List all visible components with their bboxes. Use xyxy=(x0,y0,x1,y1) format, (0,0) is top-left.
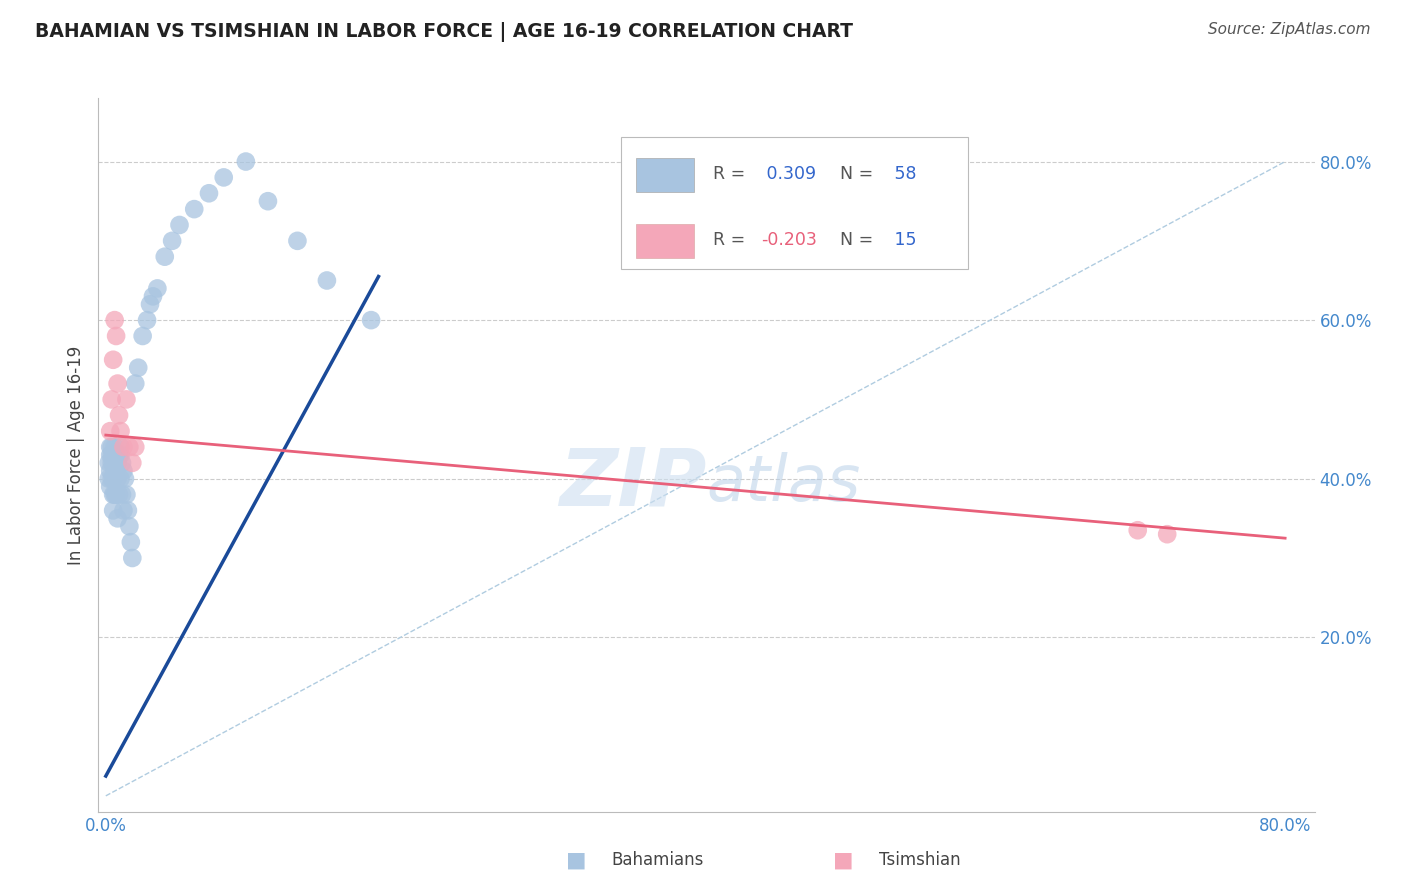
FancyBboxPatch shape xyxy=(636,158,695,192)
Point xyxy=(97,472,120,486)
Point xyxy=(110,448,132,462)
Point xyxy=(100,456,122,470)
Point xyxy=(111,487,134,501)
Point xyxy=(101,472,124,486)
FancyBboxPatch shape xyxy=(636,224,695,258)
Text: Bahamians: Bahamians xyxy=(612,851,704,869)
Text: atlas: atlas xyxy=(707,452,860,515)
Point xyxy=(97,456,120,470)
Point xyxy=(183,202,205,216)
Point xyxy=(118,440,141,454)
Point xyxy=(100,448,122,462)
Point xyxy=(105,329,128,343)
Point xyxy=(124,440,146,454)
Point xyxy=(160,234,183,248)
Point xyxy=(1126,523,1149,537)
Point xyxy=(169,218,191,232)
Point xyxy=(104,464,127,478)
Point xyxy=(105,448,128,462)
FancyBboxPatch shape xyxy=(621,137,967,269)
Point xyxy=(146,281,169,295)
Point xyxy=(98,448,121,462)
Point xyxy=(114,472,136,486)
Text: -0.203: -0.203 xyxy=(761,231,817,250)
Point xyxy=(100,392,122,407)
Point xyxy=(101,487,124,501)
Point xyxy=(100,472,122,486)
Text: R =: R = xyxy=(713,231,745,250)
Point xyxy=(107,376,129,391)
Point xyxy=(235,154,257,169)
Text: N =: N = xyxy=(841,231,873,250)
Point xyxy=(115,487,138,501)
Point xyxy=(98,464,121,478)
Point xyxy=(104,487,127,501)
Point xyxy=(104,313,127,327)
Point xyxy=(153,250,176,264)
Text: 15: 15 xyxy=(889,231,917,250)
Point xyxy=(121,551,143,566)
Point xyxy=(121,456,143,470)
Text: Tsimshian: Tsimshian xyxy=(879,851,960,869)
Point xyxy=(104,440,127,454)
Point xyxy=(101,352,124,367)
Point xyxy=(104,448,127,462)
Text: ▪: ▪ xyxy=(565,844,588,876)
Point xyxy=(105,464,128,478)
Point xyxy=(105,487,128,501)
Point xyxy=(120,535,142,549)
Point xyxy=(108,409,131,423)
Point xyxy=(112,503,135,517)
Point xyxy=(101,503,124,517)
Text: R =: R = xyxy=(713,165,745,184)
Point xyxy=(117,503,139,517)
Point xyxy=(139,297,162,311)
Text: 58: 58 xyxy=(889,165,917,184)
Text: Source: ZipAtlas.com: Source: ZipAtlas.com xyxy=(1208,22,1371,37)
Point xyxy=(1156,527,1178,541)
Point xyxy=(142,289,165,303)
Point xyxy=(115,392,138,407)
Point xyxy=(212,170,235,185)
Point xyxy=(110,472,132,486)
Y-axis label: In Labor Force | Age 16-19: In Labor Force | Age 16-19 xyxy=(67,345,86,565)
Point xyxy=(98,480,121,494)
Point xyxy=(98,424,121,438)
Point xyxy=(111,456,134,470)
Point xyxy=(136,313,159,327)
Point xyxy=(287,234,309,248)
Text: BAHAMIAN VS TSIMSHIAN IN LABOR FORCE | AGE 16-19 CORRELATION CHART: BAHAMIAN VS TSIMSHIAN IN LABOR FORCE | A… xyxy=(35,22,853,42)
Point xyxy=(101,456,124,470)
Text: N =: N = xyxy=(841,165,873,184)
Point xyxy=(100,440,122,454)
Point xyxy=(101,448,124,462)
Point xyxy=(316,273,339,287)
Point xyxy=(112,464,135,478)
Point xyxy=(110,424,132,438)
Point xyxy=(257,194,280,209)
Point xyxy=(360,313,382,327)
Point xyxy=(124,376,146,391)
Point xyxy=(108,448,131,462)
Point xyxy=(107,456,129,470)
Point xyxy=(110,440,132,454)
Point xyxy=(198,186,221,201)
Point xyxy=(112,440,135,454)
Point xyxy=(131,329,153,343)
Text: ZIP: ZIP xyxy=(560,444,707,523)
Text: 0.309: 0.309 xyxy=(761,165,817,184)
Point xyxy=(108,487,131,501)
Point xyxy=(98,440,121,454)
Point xyxy=(127,360,149,375)
Text: ▪: ▪ xyxy=(832,844,855,876)
Point xyxy=(107,472,129,486)
Point xyxy=(118,519,141,533)
Point xyxy=(107,511,129,525)
